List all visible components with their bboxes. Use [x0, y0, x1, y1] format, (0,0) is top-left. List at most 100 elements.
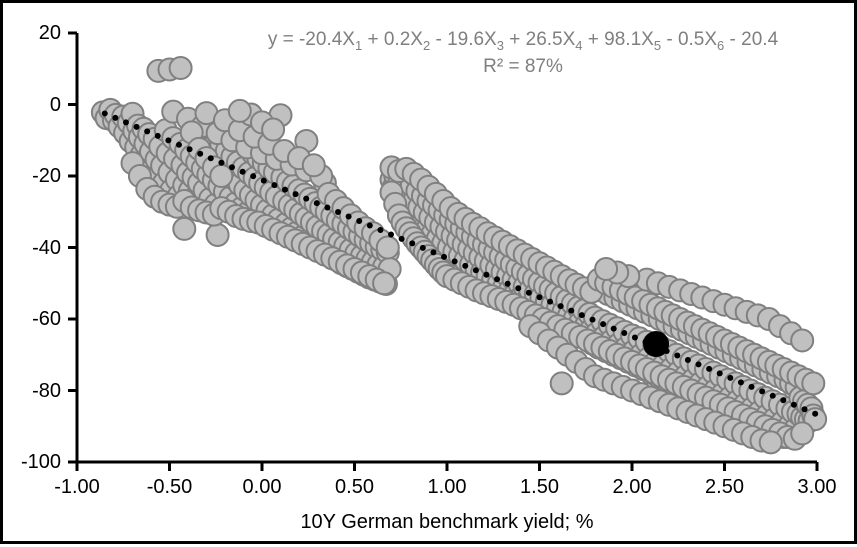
trendline-dot: [589, 316, 596, 323]
trendline-dot: [366, 222, 373, 229]
trendline-dot: [165, 137, 172, 144]
scatter-point: [372, 271, 397, 296]
plot-area: [68, 31, 828, 471]
highlight-marker: [643, 331, 670, 358]
trendline-dot: [525, 289, 532, 296]
trendline-dot: [462, 262, 469, 269]
trendline-dot: [197, 150, 204, 157]
trendline-dot: [748, 383, 755, 390]
trendline-dot: [207, 155, 214, 162]
trendline-dot: [578, 312, 585, 319]
trendline-dot: [557, 303, 564, 310]
trendline-dot: [716, 370, 723, 377]
trendline-dot: [483, 271, 490, 278]
trendline-dot: [292, 191, 299, 198]
trendline-dot: [398, 235, 405, 242]
trendline-dot: [790, 401, 797, 408]
regression-annotation: y = -20.4X1 + 0.2X2 - 19.6X3 + 26.5X4 + …: [203, 27, 843, 80]
scatter-point: [758, 430, 783, 455]
trendline-dot: [313, 200, 320, 207]
trendline-dot: [600, 321, 607, 328]
x-axis-ticks: [75, 462, 819, 471]
trendline-dot: [271, 182, 278, 189]
y-tick-label: 0: [49, 93, 61, 116]
trendline-dot: [133, 123, 140, 130]
trendline-dot: [324, 204, 331, 211]
trendline-dot: [759, 388, 766, 395]
trendline-dot: [303, 195, 310, 202]
scatter-point: [168, 56, 193, 81]
trendline-dot: [769, 392, 776, 399]
x-tick-label: 0.00: [242, 476, 282, 498]
trendline-dot: [239, 168, 246, 175]
trendline: [101, 110, 819, 417]
trendline-dot: [218, 159, 225, 166]
trendline-dot: [812, 410, 819, 417]
highlighted-point: [643, 331, 670, 358]
trendline-dot: [568, 307, 575, 314]
trendline-dot: [144, 128, 151, 135]
trendline-dot: [695, 361, 702, 368]
scatter-point: [801, 371, 826, 396]
trendline-dot: [706, 365, 713, 372]
trendline-dot: [610, 325, 617, 332]
scatter-point: [375, 235, 400, 260]
trendline-dot: [419, 244, 426, 251]
x-tick-label: 0.50: [335, 476, 374, 498]
trendline-dot: [356, 218, 363, 225]
x-tick-label: 1.00: [427, 476, 467, 498]
trendline-dot: [737, 379, 744, 386]
r-squared-label: R² = 87%: [483, 56, 563, 78]
scatter-point: [227, 98, 252, 123]
trendline-dot: [112, 114, 119, 121]
trendline-dot: [409, 240, 416, 247]
trendline-dot: [631, 334, 638, 341]
trendline-dot: [451, 258, 458, 265]
y-tick-label: -40: [32, 236, 61, 259]
trendline-dot: [154, 132, 161, 139]
scatter-points: [90, 56, 828, 455]
trendline-dot: [388, 231, 395, 238]
scatter-point: [205, 222, 230, 247]
x-tick-label: -1.00: [54, 476, 100, 498]
trendline-dot: [674, 352, 681, 359]
trendline-dot: [727, 374, 734, 381]
scatter-point: [790, 328, 815, 353]
y-tick-label: -60: [32, 308, 61, 330]
scatter-point: [301, 153, 326, 178]
trendline-dot: [377, 226, 384, 233]
trendline-dot: [430, 249, 437, 256]
scatter-point: [594, 256, 619, 281]
scatter-point: [549, 371, 574, 396]
scatter-point: [209, 164, 234, 188]
trendline-dot: [801, 406, 808, 413]
x-tick-label: 3.00: [797, 476, 837, 498]
trendline-dot: [536, 294, 543, 301]
y-tick-label: -20: [32, 165, 61, 187]
trendline-dot: [186, 146, 193, 153]
trendline-dot: [504, 280, 511, 287]
trendline-dot: [250, 173, 257, 180]
y-tick-label: -100: [20, 451, 61, 473]
x-tick-label: 1.50: [520, 476, 559, 498]
trendline-dot: [472, 267, 479, 274]
scatter-point: [790, 421, 815, 446]
trendline-dot: [515, 285, 522, 292]
x-tick-label: 2.00: [612, 476, 652, 498]
trendline-dot: [260, 177, 267, 184]
scatter-point: [172, 216, 197, 241]
x-tick-label: 2.50: [705, 476, 744, 498]
trendline-dot: [780, 397, 787, 404]
trendline-dot: [228, 164, 235, 171]
trendline-dot: [282, 186, 289, 193]
trendline-dot: [441, 253, 448, 260]
trendline-dot: [122, 119, 129, 126]
trendline-dot: [175, 141, 182, 148]
x-axis-title: 10Y German benchmark yield; %: [300, 511, 594, 533]
trendline-dot: [101, 110, 108, 117]
trendline-dot: [335, 209, 342, 216]
x-tick-label: -0.50: [146, 476, 193, 498]
trendline-dot: [547, 298, 554, 305]
y-tick-label: 20: [38, 22, 61, 44]
